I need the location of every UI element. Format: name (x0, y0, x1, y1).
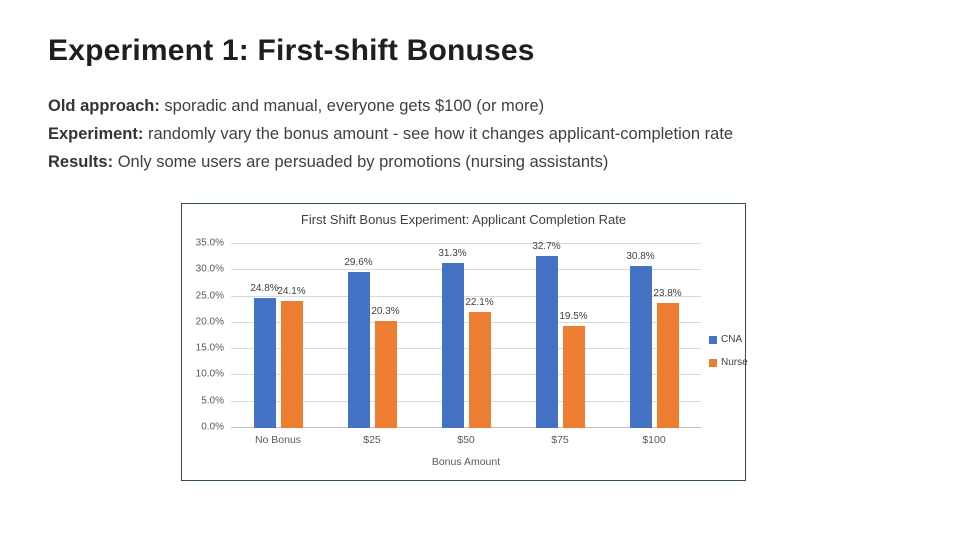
bar-cna: 31.3% (438, 248, 467, 428)
bullet-text: sporadic and manual, everyone gets $100 … (159, 97, 545, 115)
gridline: 30.0% (196, 264, 701, 275)
bar-value-label: 32.7% (532, 241, 561, 253)
bar-cna: 24.8% (250, 283, 279, 428)
legend-label: Nurse (721, 357, 748, 368)
bar-cna: 30.8% (626, 251, 655, 428)
bar-value-label: 24.1% (277, 286, 306, 298)
bullet-line: Experiment: randomly vary the bonus amou… (48, 120, 733, 148)
page-title: Experiment 1: First-shift Bonuses (48, 34, 535, 67)
bar-value-label: 30.8% (626, 251, 655, 263)
plot-area: 0.0% 5.0% 10.0% 15.0% 20.0% 25.0% 30.0% 35.0% 24… (196, 238, 701, 433)
y-axis-tick-label: 15.0% (195, 342, 224, 354)
bullet-list: Old approach: sporadic and manual, every… (48, 92, 733, 176)
legend-item-nurse: Nurse (709, 357, 748, 368)
bar-group-no-bonus: 24.8% 24.1% (231, 244, 325, 428)
y-axis-tick-label: 30.0% (195, 263, 224, 275)
bar-nurse: 23.8% (653, 288, 682, 428)
bullet-label: Experiment: (48, 125, 144, 143)
chart-legend: CNA Nurse (709, 334, 748, 368)
gridline: 20.0% (196, 316, 701, 327)
y-axis-tick-label: 25.0% (195, 290, 224, 302)
gridline: 25.0% (196, 290, 701, 301)
bar-cna: 29.6% (344, 257, 373, 428)
bar-group--25: 29.6% 20.3% (325, 244, 419, 428)
legend-label: CNA (721, 334, 743, 345)
bar-value-label: 22.1% (465, 296, 494, 308)
bar-group--50: 31.3% 22.1% (419, 244, 513, 428)
bullet-line: Results: Only some users are persuaded b… (48, 148, 733, 176)
bar-cna: 32.7% (532, 241, 561, 428)
gridline: 10.0% (196, 369, 701, 380)
bullet-line: Old approach: sporadic and manual, every… (48, 92, 733, 120)
bar-chart: First Shift Bonus Experiment: Applicant … (181, 203, 748, 481)
y-axis-tick-label: 5.0% (201, 395, 224, 407)
y-axis-tick-label: 0.0% (201, 421, 224, 433)
x-axis-tick-label: $25 (363, 434, 381, 446)
bar-value-label: 31.3% (438, 248, 467, 260)
gridline: 15.0% (196, 343, 701, 354)
bar-value-label: 20.3% (371, 306, 400, 318)
y-axis-tick-label: 10.0% (195, 368, 224, 380)
bar-series-container: 24.8% 24.1% 29.6% 20.3% 31.3% 22.1% 32.7% 19.5%… (231, 241, 701, 428)
bar-nurse: 22.1% (465, 297, 494, 428)
bar-group--100: 30.8% 23.8% (607, 244, 701, 428)
gridline: 5.0% (201, 395, 701, 406)
legend-marker-icon (709, 335, 717, 344)
x-axis-tick-labels: No Bonus $25 $50 $75 $100 (231, 434, 701, 446)
legend-item-cna: CNA (709, 334, 748, 345)
x-axis-tick-label: $50 (457, 434, 475, 446)
legend-marker-icon (709, 358, 717, 367)
bar-nurse: 19.5% (559, 311, 588, 428)
bullet-label: Results: (48, 153, 114, 171)
gridline: 0.0% (201, 422, 701, 433)
bar-group--75: 32.7% 19.5% (513, 241, 607, 428)
bar-value-label: 23.8% (653, 287, 682, 299)
bullet-label: Old approach: (48, 97, 160, 115)
bar-value-label: 19.5% (559, 310, 588, 322)
gridline: 35.0% (196, 238, 701, 249)
bar-nurse: 20.3% (371, 306, 400, 428)
x-axis-title: Bonus Amount (431, 456, 501, 468)
bullet-text: Only some users are persuaded by promoti… (113, 153, 609, 171)
chart-title: First Shift Bonus Experiment: Applicant … (300, 212, 627, 227)
x-axis-tick-label: No Bonus (254, 434, 302, 446)
bar-value-label: 29.6% (344, 257, 373, 269)
bar-value-label: 24.8% (250, 282, 279, 294)
y-axis-tick-label: 20.0% (195, 316, 224, 328)
x-axis-tick-label: $100 (642, 434, 666, 446)
x-axis-tick-label: $75 (551, 434, 569, 446)
y-axis-tick-label: 35.0% (195, 237, 224, 249)
bar-nurse: 24.1% (277, 286, 306, 428)
bullet-text: randomly vary the bonus amount - see how… (143, 125, 734, 143)
